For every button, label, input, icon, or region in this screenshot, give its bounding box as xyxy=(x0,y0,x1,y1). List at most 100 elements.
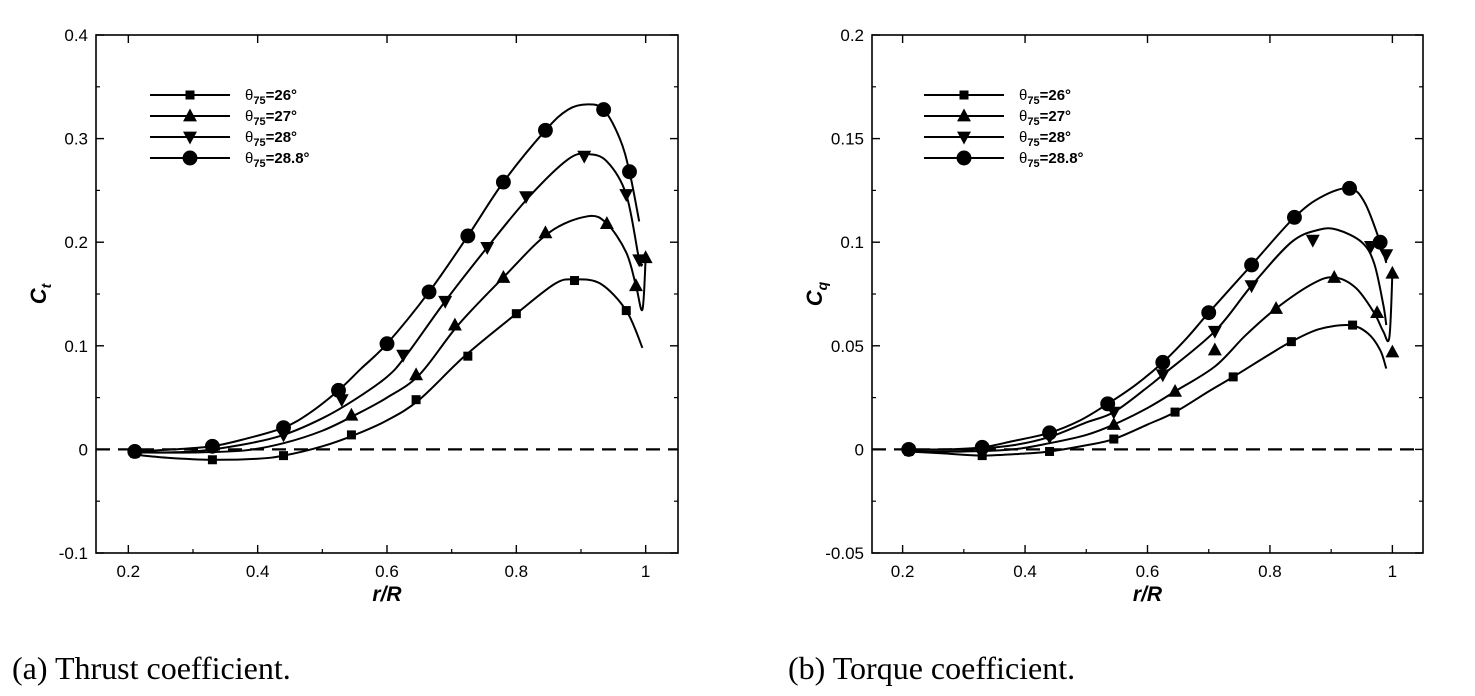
legend-marker-square xyxy=(185,90,195,100)
data-point-square xyxy=(977,451,987,461)
data-point-triangle-up xyxy=(1106,417,1121,430)
data-point-triangle-up xyxy=(344,407,359,421)
x-tick-label: 0.8 xyxy=(505,562,529,581)
data-point-circle xyxy=(204,438,220,454)
data-point-square xyxy=(1348,320,1358,330)
figure-canvas: 0.2 0.4 0.6 0.8 1 -0.1 0 0.1 0.2 0.3 0.4 r/R Ct θ75=2… xyxy=(26,26,1424,606)
series-line-square xyxy=(134,278,644,461)
x-tick-label: 0.6 xyxy=(1136,562,1160,581)
data-point-square xyxy=(570,276,580,286)
data-point-triangle-up xyxy=(1385,265,1400,279)
x-tick-label: 1 xyxy=(641,562,650,581)
data-point-circle xyxy=(622,164,637,180)
data-point-circle xyxy=(1100,396,1116,412)
data-point-square xyxy=(1045,446,1055,456)
data-point-square xyxy=(1286,337,1296,347)
y-tick-label: 0.1 xyxy=(64,337,88,356)
data-point-circle xyxy=(596,102,612,118)
plot-frame xyxy=(871,34,1424,554)
data-point-triangle-up xyxy=(1168,383,1183,397)
data-point-square xyxy=(621,306,631,316)
data-point-triangle-up xyxy=(1327,269,1342,283)
x-tick-label: 1 xyxy=(1388,562,1397,581)
data-point-circle xyxy=(974,439,990,455)
data-point-square xyxy=(1228,372,1238,382)
plot-frame xyxy=(95,34,679,554)
data-point-square xyxy=(463,351,473,361)
data-point-triangle-down xyxy=(480,241,495,255)
data-point-circle xyxy=(421,284,437,300)
series-line-circle xyxy=(134,103,641,453)
series-line-triangle-down xyxy=(134,152,644,454)
data-point-circle xyxy=(1372,234,1388,250)
data-point-circle xyxy=(1201,305,1217,321)
y-tick-label: 0.05 xyxy=(831,337,864,356)
data-point-triangle-down xyxy=(632,254,647,268)
x-axis-label: r/R xyxy=(1133,583,1163,606)
legend-label: θ75=28° xyxy=(1019,129,1071,149)
legend-label: θ75=26° xyxy=(1019,87,1071,107)
data-point-triangle-down xyxy=(619,189,634,202)
data-point-circle xyxy=(1155,354,1171,370)
y-tick-label: 0.15 xyxy=(831,130,864,149)
data-point-circle xyxy=(495,174,511,190)
data-point-triangle-up xyxy=(629,278,643,292)
legend-marker-circle xyxy=(956,150,972,166)
data-point-triangle-down xyxy=(396,349,411,363)
x-tick-label: 0.4 xyxy=(1013,562,1037,581)
y-tick-label: 0.3 xyxy=(64,130,88,149)
legend-marker-square xyxy=(959,90,969,100)
legend-marker-triangle-up xyxy=(957,108,971,122)
series-line-square xyxy=(908,323,1388,457)
y-tick-label: 0.2 xyxy=(840,26,864,45)
data-point-circle xyxy=(1286,209,1302,225)
data-point-circle xyxy=(460,228,476,244)
data-point-square xyxy=(1109,434,1119,444)
y-axis-label: Cq xyxy=(802,281,830,306)
legend-marker-triangle-down xyxy=(957,131,971,145)
data-point-square xyxy=(1170,407,1180,417)
data-point-circle xyxy=(127,444,143,459)
legend-label: θ75=27° xyxy=(1019,108,1071,128)
data-point-circle xyxy=(1342,180,1357,196)
data-point-triangle-down xyxy=(438,295,453,309)
legend-label: θ75=27° xyxy=(245,108,297,128)
legend-marker-circle xyxy=(182,150,198,166)
data-point-circle xyxy=(901,441,917,457)
data-point-triangle-up xyxy=(496,269,511,283)
y-tick-label: 0.2 xyxy=(64,233,88,252)
data-point-triangle-up xyxy=(409,367,424,381)
legend-label: θ75=28.8° xyxy=(245,150,310,170)
data-point-circle xyxy=(276,420,291,436)
data-point-triangle-down xyxy=(1244,280,1259,294)
data-point-circle xyxy=(537,122,553,138)
data-point-triangle-up xyxy=(1370,305,1385,319)
x-tick-label: 0.4 xyxy=(246,562,270,581)
legend-marker-triangle-up xyxy=(183,108,197,122)
y-tick-label: 0.1 xyxy=(840,233,864,252)
x-tick-label: 0.8 xyxy=(1258,562,1282,581)
legend-marker-triangle-down xyxy=(183,131,197,145)
data-point-circle xyxy=(1042,425,1057,441)
data-point-square xyxy=(511,309,521,319)
series-line-triangle-down xyxy=(908,227,1388,451)
data-point-square xyxy=(207,455,217,465)
series-line-triangle-up xyxy=(134,214,647,454)
data-point-triangle-up xyxy=(1207,342,1222,356)
thrust-coefficient-chart: 0.2 0.4 0.6 0.8 1 -0.1 0 0.1 0.2 0.3 0.4 r/R Ct θ75=2… xyxy=(26,26,679,606)
data-point-triangle-up xyxy=(1269,301,1284,314)
y-tick-label: -0.05 xyxy=(825,544,864,563)
data-point-triangle-up xyxy=(599,216,614,229)
data-point-square xyxy=(346,430,356,440)
x-axis-label: r/R xyxy=(372,583,402,606)
legend: θ75=26°θ75=27°θ75=28°θ75=28.8° xyxy=(150,87,310,170)
data-point-circle xyxy=(331,382,346,398)
y-tick-label: 0 xyxy=(79,440,88,459)
series-line-triangle-up xyxy=(908,273,1394,453)
data-point-triangle-up xyxy=(447,317,462,331)
data-point-square xyxy=(279,451,289,461)
data-point-square xyxy=(411,395,421,405)
y-axis-label: Ct xyxy=(26,282,54,304)
data-point-triangle-down xyxy=(519,191,533,205)
x-tick-label: 0.2 xyxy=(117,562,141,581)
